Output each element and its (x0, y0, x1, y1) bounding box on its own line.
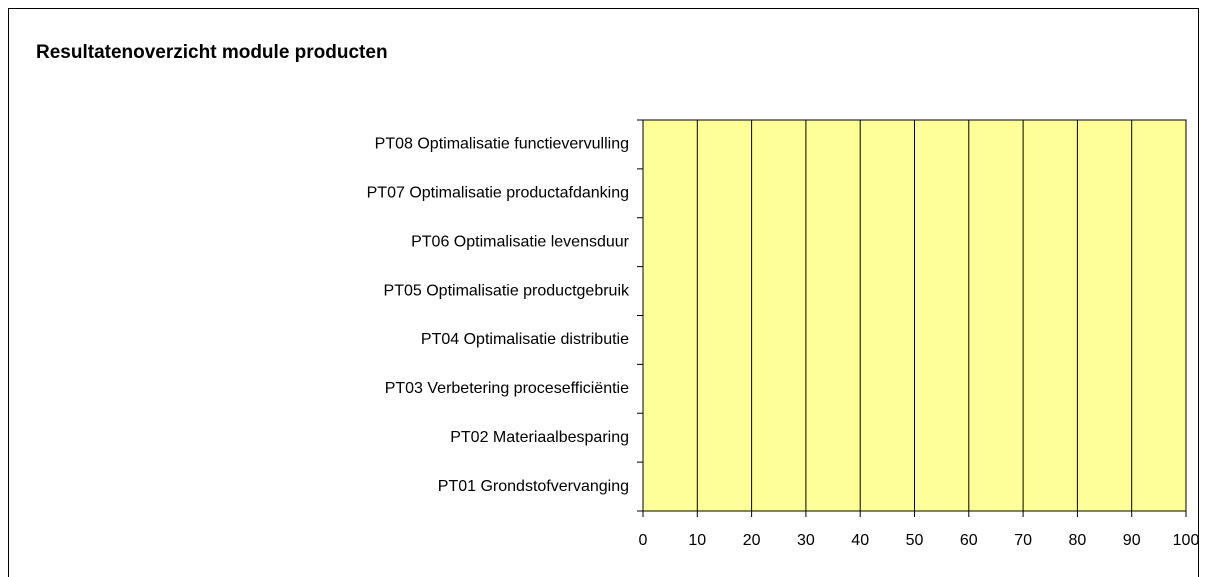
x-tick-label: 80 (1069, 532, 1087, 549)
chart-title: Resultatenoverzicht module producten (36, 42, 388, 63)
x-tick-label: 10 (688, 532, 706, 549)
x-tick-label: 70 (1014, 532, 1032, 549)
y-tick-label: PT06 Optimalisatie levensduur (411, 233, 630, 250)
x-tick-label: 20 (743, 532, 761, 549)
x-tick-label: 60 (960, 532, 978, 549)
y-tick-label: PT05 Optimalisatie productgebruik (384, 282, 630, 299)
y-tick-label: PT01 Grondstofvervanging (438, 478, 629, 495)
x-tick-label: 30 (797, 532, 815, 549)
x-tick-label: 50 (906, 532, 924, 549)
y-tick-label: PT08 Optimalisatie functievervulling (375, 136, 629, 153)
y-tick-label: PT04 Optimalisatie distributie (421, 331, 629, 348)
x-tick-label: 90 (1123, 532, 1141, 549)
x-tick-label: 40 (851, 532, 869, 549)
x-tick-label: 100 (1173, 532, 1200, 549)
y-tick-label: PT02 Materiaalbesparing (450, 429, 629, 446)
x-tick-label: 0 (639, 532, 648, 549)
y-tick-label: PT03 Verbetering procesefficiëntie (385, 380, 629, 397)
y-tick-label: PT07 Optimalisatie productafdanking (367, 185, 629, 202)
